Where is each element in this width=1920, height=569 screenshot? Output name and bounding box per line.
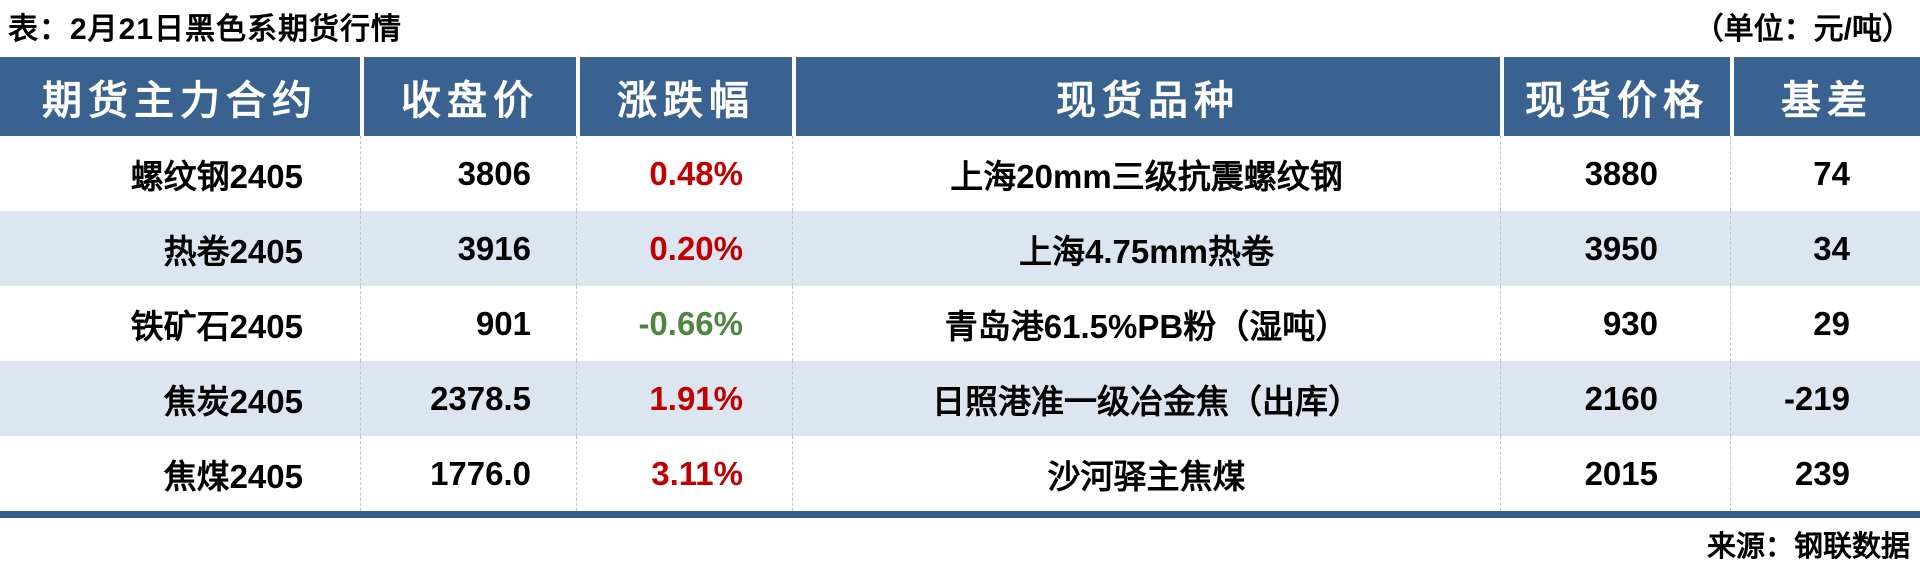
caption-row: 表：2月21日黑色系期货行情 （单位：元/吨）	[0, 0, 1920, 57]
table-row: 热卷2405 3916 0.20% 上海4.75mm热卷 3950 34	[0, 211, 1920, 286]
cell-contract: 焦煤2405	[163, 457, 303, 495]
cell-close: 3806	[360, 136, 576, 211]
header-cell-spot: 现货品种	[792, 57, 1500, 136]
cell-spot-price: 3950	[1500, 211, 1730, 286]
cell-basis: 34	[1730, 211, 1920, 286]
cell-basis: 74	[1730, 136, 1920, 211]
cell-spot: 日照港准一级冶金焦（出库）	[792, 361, 1500, 436]
table-row: 焦炭2405 2378.5 1.91% 日照港准一级冶金焦（出库） 2160 -…	[0, 361, 1920, 436]
header-cell-basis: 基差	[1730, 57, 1920, 136]
cell-close: 1776.0	[360, 436, 576, 511]
table-row: 焦煤2405 1776.0 3.11% 沙河驿主焦煤 2015 239	[0, 436, 1920, 511]
table-header-row: 期货主力合约 收盘价 涨跌幅 现货品种 现货价格 基差	[0, 57, 1920, 136]
cell-change: 0.20%	[576, 211, 792, 286]
cell-change: 0.48%	[576, 136, 792, 211]
cell-contract: 焦炭2405	[163, 382, 303, 420]
bottom-border	[0, 511, 1920, 518]
cell-close: 901	[360, 286, 576, 361]
cell-spot: 上海4.75mm热卷	[792, 211, 1500, 286]
source-label: 来源：钢联数据	[1706, 530, 1910, 563]
cell-spot: 青岛港61.5%PB粉（湿吨）	[792, 286, 1500, 361]
cell-change: 3.11%	[576, 436, 792, 511]
cell-close: 3916	[360, 211, 576, 286]
header-cell-spot-price: 现货价格	[1500, 57, 1730, 136]
cell-contract: 铁矿石2405	[130, 307, 303, 345]
cell-basis: 239	[1730, 436, 1920, 511]
header-cell-contract: 期货主力合约	[0, 57, 360, 136]
table-row: 螺纹钢2405 3806 0.48% 上海20mm三级抗震螺纹钢 3880 74	[0, 136, 1920, 211]
cell-spot-price: 3880	[1500, 136, 1730, 211]
header-cell-change: 涨跌幅	[576, 57, 792, 136]
table-row: 铁矿石2405 901 -0.66% 青岛港61.5%PB粉（湿吨） 930 2…	[0, 286, 1920, 361]
source-row: 来源：钢联数据	[0, 518, 1920, 569]
cell-spot-price: 2160	[1500, 361, 1730, 436]
cell-change: -0.66%	[576, 286, 792, 361]
unit-label: （单位：元/吨）	[1693, 12, 1912, 46]
header-cell-close: 收盘价	[360, 57, 576, 136]
cell-basis: -219	[1730, 361, 1920, 436]
cell-change: 1.91%	[576, 361, 792, 436]
cell-contract: 热卷2405	[163, 232, 303, 270]
cell-spot: 上海20mm三级抗震螺纹钢	[792, 136, 1500, 211]
cell-close: 2378.5	[360, 361, 576, 436]
cell-contract: 螺纹钢2405	[130, 157, 303, 195]
cell-spot-price: 930	[1500, 286, 1730, 361]
cell-spot-price: 2015	[1500, 436, 1730, 511]
cell-spot: 沙河驿主焦煤	[792, 436, 1500, 511]
table-title: 表：2月21日黑色系期货行情	[8, 12, 403, 46]
cell-basis: 29	[1730, 286, 1920, 361]
table-body: 螺纹钢2405 3806 0.48% 上海20mm三级抗震螺纹钢 3880 74…	[0, 136, 1920, 511]
